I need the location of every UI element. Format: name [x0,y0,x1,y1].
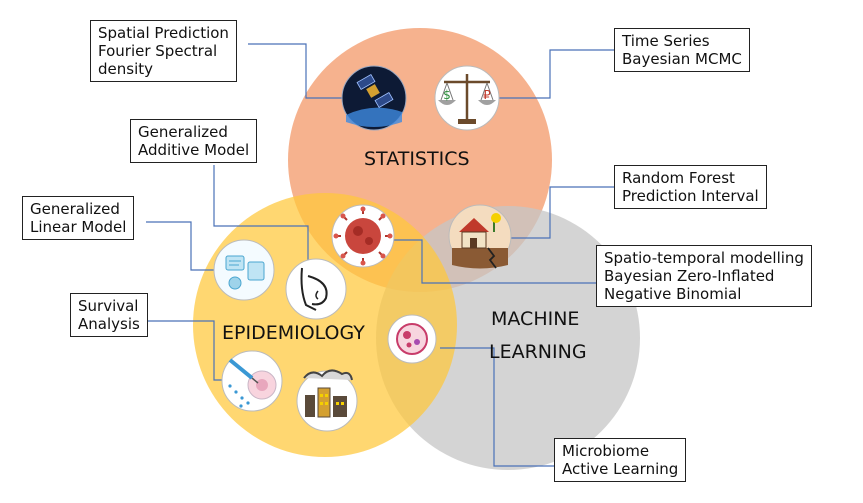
callout-spatio-temporal: Spatio-temporal modelling Bayesian Zero-… [596,245,812,307]
epidemiology-label: EPIDEMIOLOGY [222,322,365,344]
callout-line: Bayesian MCMC [622,50,742,68]
callout-line: Generalized [30,200,120,218]
connector-spatial [248,43,372,99]
balance-scale-icon: $ ₽ [434,65,500,131]
connector-gam [213,165,309,270]
machine-label: MACHINE [491,308,580,330]
callout-line: Analysis [78,315,140,333]
svg-text:₽: ₽ [483,88,491,102]
callout-time-series: Time Series Bayesian MCMC [614,28,750,72]
callout-random-forest: Random Forest Prediction Interval [614,165,767,209]
callout-line: Prediction Interval [622,187,759,205]
callout-line: Negative Binomial [604,285,742,303]
callout-line: Microbiome [562,442,650,460]
callout-gam: Generalized Additive Model [130,119,258,163]
callout-line: Linear Model [30,218,127,236]
pregnancy-icon [285,258,347,320]
lab-data-icon [213,239,275,301]
callout-line: Spatio-temporal modelling [604,249,804,267]
callout-spatial-prediction: Spatial Prediction Fourier Spectral dens… [90,20,237,82]
callout-line: Active Learning [562,460,679,478]
virus-icon [331,204,395,268]
satellite-icon [341,65,407,131]
callout-glm: Generalized Linear Model [22,196,135,240]
cell-petri-icon [387,314,437,364]
callout-line: density [98,60,153,78]
callout-line: Time Series [622,32,710,50]
earthquake-house-icon [448,204,512,269]
callout-line: Survival [78,297,139,315]
callout-line: Additive Model [138,141,250,159]
factory-pollution-icon [296,369,358,432]
callout-line: Random Forest [622,169,735,187]
callout-survival: Survival Analysis [70,293,148,337]
statistics-label: STATISTICS [364,148,470,170]
connector-timeseries [466,49,614,99]
connector-microbiome [440,347,556,467]
callout-line: Fourier Spectral [98,42,218,60]
svg-text:$: $ [443,88,451,102]
syringe-icon [221,350,283,412]
callout-line: Generalized [138,123,228,141]
connector-randomforest [486,186,614,239]
callout-line: Bayesian Zero-Inflated [604,267,775,285]
callout-line: Spatial Prediction [98,24,229,42]
learning-label: LEARNING [489,341,587,363]
callout-microbiome: Microbiome Active Learning [554,438,687,482]
